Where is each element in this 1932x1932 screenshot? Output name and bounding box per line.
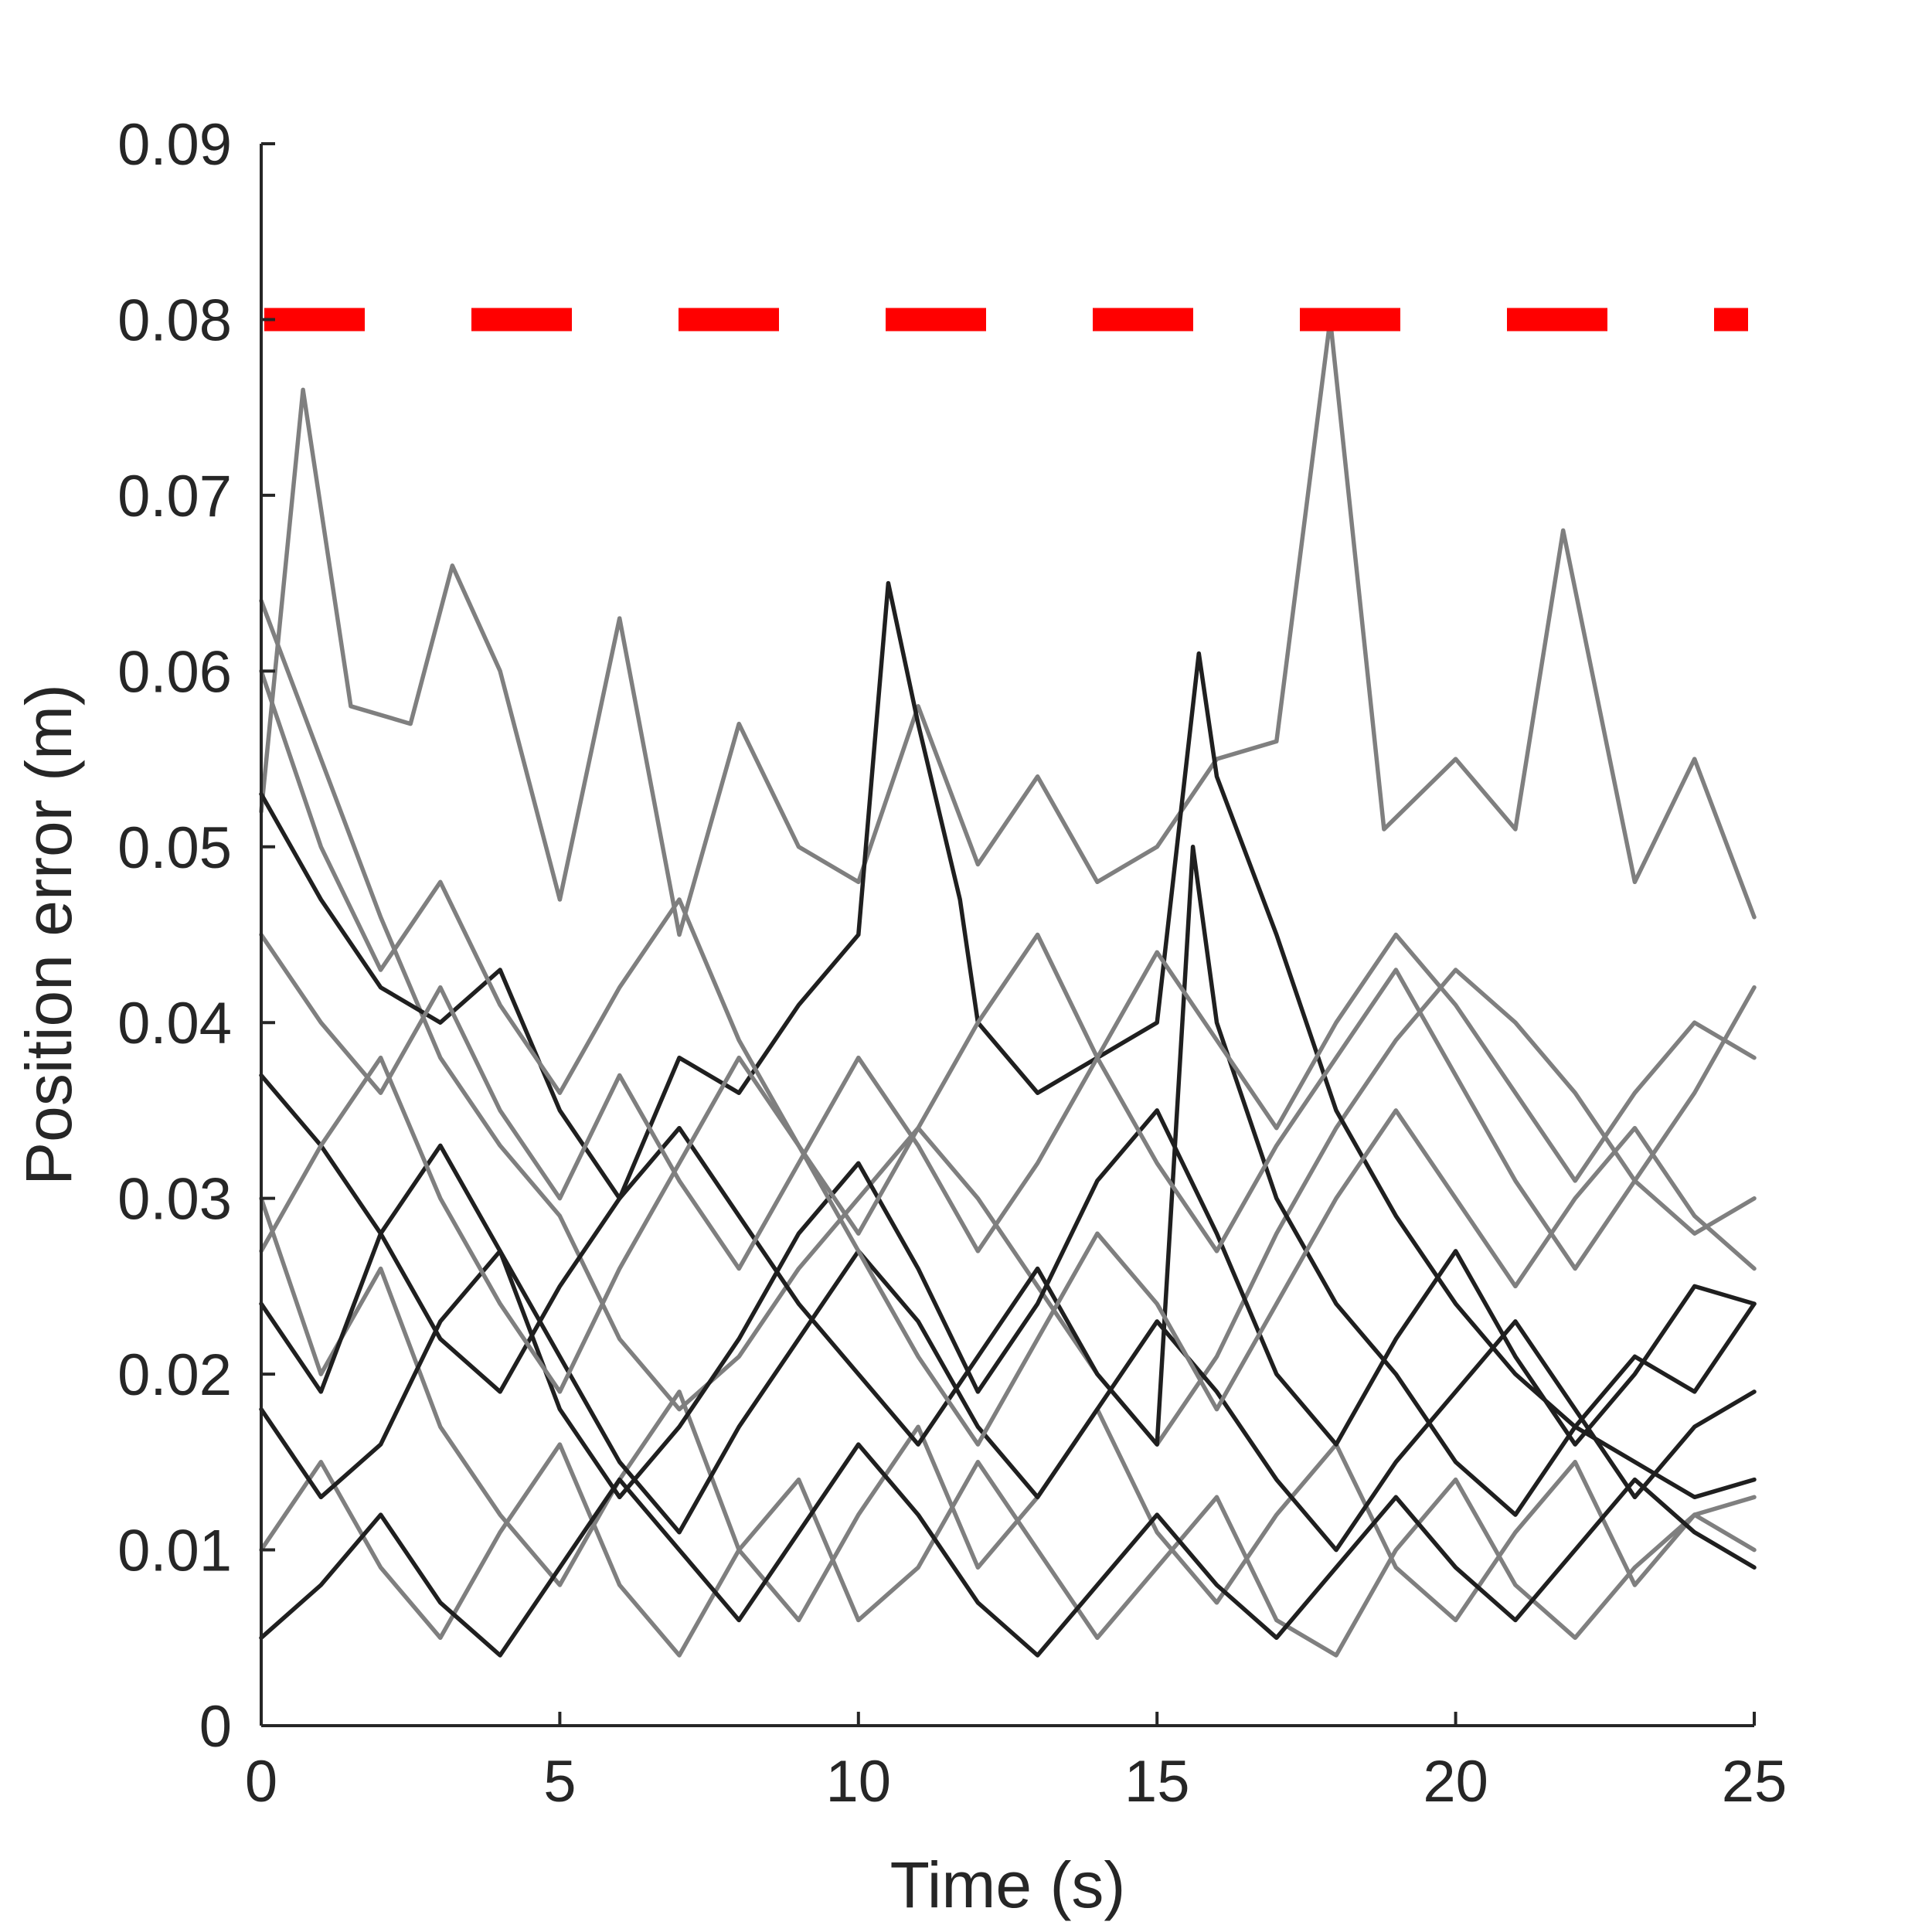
error-trace-12	[259, 668, 1757, 1271]
error-trace-11	[259, 1442, 1757, 1658]
x-tick-label: 15	[1124, 1749, 1190, 1815]
x-tick-label: 10	[826, 1749, 892, 1815]
y-tick-label: 0	[199, 1694, 232, 1760]
error-trace-5	[259, 1108, 1757, 1500]
y-axis-title: Position error (m)	[12, 684, 85, 1185]
x-ticks: 0 5 10 15 20 25	[245, 1712, 1787, 1815]
error-trace-9	[259, 1249, 1757, 1553]
x-tick-label: 25	[1722, 1749, 1787, 1815]
axes	[260, 144, 1754, 1727]
error-trace-3	[259, 1196, 1757, 1623]
y-tick-label: 0.04	[117, 991, 232, 1056]
x-axis-title: Time (s)	[890, 1849, 1126, 1921]
error-trace-2	[259, 317, 1757, 937]
error-trace-7	[259, 845, 1757, 1517]
x-tick-label: 20	[1423, 1749, 1488, 1815]
y-tick-label: 0.08	[117, 287, 232, 353]
error-traces	[259, 317, 1757, 1658]
y-tick-label: 0.09	[117, 112, 232, 178]
y-tick-label: 0.03	[117, 1167, 232, 1233]
y-ticks: 0 0.01 0.02 0.03 0.04 0.05 0.06 0.07 0.08 0.09	[117, 112, 275, 1760]
error-trace-6	[259, 1442, 1757, 1658]
error-trace-10	[259, 1055, 1757, 1447]
x-tick-label: 0	[245, 1749, 277, 1815]
y-tick-label: 0.06	[117, 639, 232, 705]
error-trace-1	[259, 598, 1757, 1447]
y-tick-label: 0.07	[117, 464, 232, 529]
error-trace-8	[259, 932, 1757, 1271]
y-tick-label: 0.01	[117, 1519, 232, 1584]
x-tick-label: 5	[543, 1749, 576, 1815]
y-tick-label: 0.02	[117, 1342, 232, 1408]
y-tick-label: 0.05	[117, 815, 232, 881]
